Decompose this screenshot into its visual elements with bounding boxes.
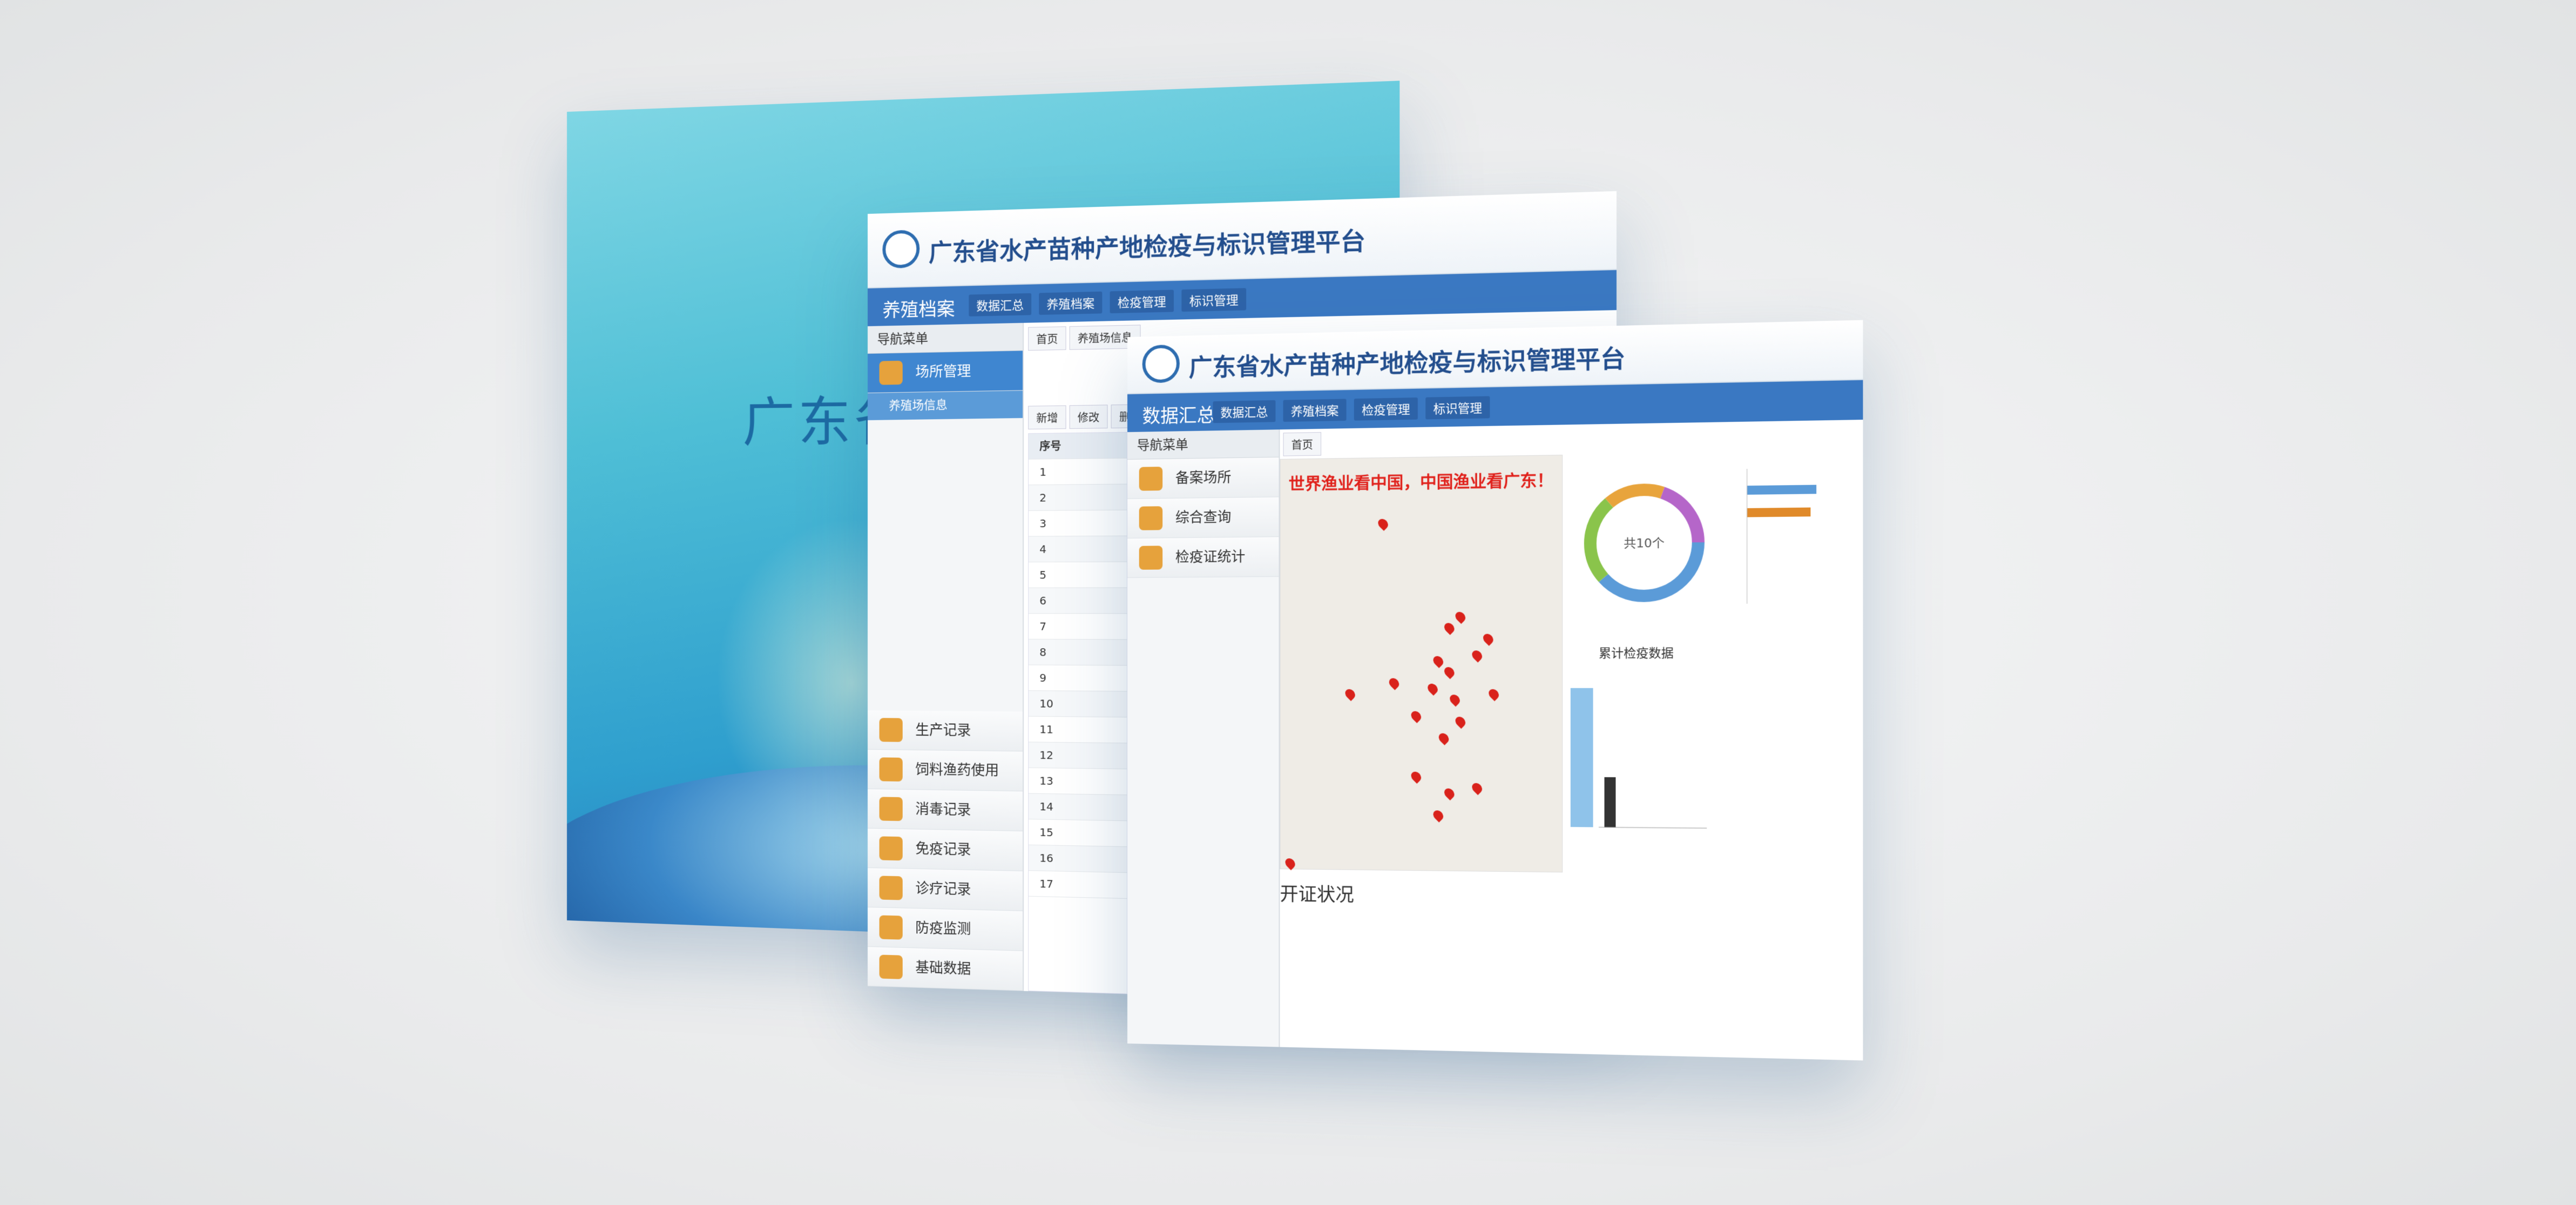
sidebar-heading: 导航菜单: [1127, 429, 1279, 460]
map-marker[interactable]: [1431, 808, 1445, 823]
nav-tab[interactable]: 标识管理: [1181, 288, 1247, 312]
menu-item[interactable]: 综合查询: [1127, 497, 1279, 538]
map-marker[interactable]: [1343, 687, 1357, 702]
menu-item[interactable]: 防疫监测: [868, 907, 1023, 951]
menu-item[interactable]: 免疫记录: [868, 829, 1023, 872]
map-marker[interactable]: [1283, 856, 1297, 871]
map-marker[interactable]: [1470, 648, 1484, 663]
platform-title: 广东省水产苗种产地检疫与标识管理平台: [1188, 345, 1626, 382]
bar: [1570, 688, 1593, 827]
table-row-number: 9: [1029, 665, 1127, 692]
submenu-item[interactable]: 养殖场信息: [868, 391, 1023, 420]
breadcrumb[interactable]: 首页: [1028, 326, 1066, 351]
nav-tab[interactable]: 标识管理: [1425, 396, 1490, 420]
axis: [1599, 827, 1707, 829]
sidebar-heading: 导航菜单: [868, 322, 1023, 354]
menu-list: 生产记录 饲料渔药使用 消毒记录 免疫记录 诊疗记录 防疫监测 基础数据: [868, 710, 1023, 991]
map-marker[interactable]: [1376, 517, 1390, 531]
map-marker[interactable]: [1442, 665, 1457, 679]
table-row-number: 4: [1029, 536, 1127, 563]
table-row-number: 8: [1029, 639, 1127, 666]
bar: [1747, 507, 1811, 517]
map-marker[interactable]: [1470, 781, 1484, 796]
table-row-number: 17: [1029, 871, 1127, 899]
nav-tab[interactable]: 数据汇总: [1213, 400, 1276, 423]
table-row-number: 3: [1029, 510, 1127, 537]
nav-tab[interactable]: 养殖档案: [1283, 399, 1347, 422]
table: 序号 1 2 3 4 5 6 7 8 9 10 11 12 13 14 15 16 17: [1028, 432, 1128, 994]
menu-item[interactable]: 备案场所: [1127, 457, 1279, 499]
list-title: 开证状况: [1280, 883, 1354, 906]
toolbar-button[interactable]: 修改: [1069, 405, 1108, 429]
table-row-number: 6: [1029, 588, 1127, 614]
bar: [1747, 484, 1817, 495]
breadcrumb[interactable]: 首页: [1283, 432, 1322, 456]
logo: [882, 230, 920, 269]
donut-chart: 共10个: [1565, 453, 1712, 638]
section-title: 养殖档案: [882, 298, 955, 322]
map-marker[interactable]: [1442, 621, 1457, 635]
menu-item[interactable]: 基础数据: [868, 947, 1023, 991]
dashboard-window: 广东省水产苗种产地检疫与标识管理平台 数据汇总 数据汇总 养殖档案 检疫管理 标识管理…: [1127, 320, 1863, 1061]
map-marker[interactable]: [1436, 731, 1451, 745]
menu-item[interactable]: 场所管理: [868, 351, 1023, 393]
table-header: 序号: [1029, 432, 1127, 460]
toolbar-button[interactable]: 新增: [1028, 405, 1066, 430]
sidebar: 导航菜单 场所管理 养殖场信息 生产记录 饲料渔药使用 消毒记录 免疫记录 诊疗记录 防疫…: [868, 322, 1024, 991]
map-marker[interactable]: [1453, 715, 1468, 729]
bar-chart: [1570, 688, 1712, 833]
table-row-number: 16: [1029, 845, 1127, 873]
donut-label: 共10个: [1624, 536, 1665, 551]
nav-tab[interactable]: 数据汇总: [969, 293, 1032, 317]
hbar-chart: [1718, 433, 1817, 621]
menu-list: 备案场所 综合查询 检疫证统计: [1127, 457, 1279, 578]
tabs: 数据汇总 养殖档案 检疫管理 标识管理: [1213, 396, 1497, 423]
nav-tab[interactable]: 检疫管理: [1110, 290, 1174, 314]
nav-tab[interactable]: 检疫管理: [1354, 397, 1418, 421]
menu-item[interactable]: 诊疗记录: [868, 868, 1023, 911]
table-row-number: 12: [1029, 742, 1127, 770]
map-marker[interactable]: [1486, 687, 1501, 702]
table-row-number: 2: [1029, 484, 1127, 511]
map: 世界渔业看中国，中国渔业看广东！: [1280, 454, 1563, 873]
map-marker[interactable]: [1409, 709, 1423, 723]
bar-title: 累计检疫数据: [1599, 647, 1674, 661]
map-marker[interactable]: [1453, 610, 1468, 624]
platform-title: 广东省水产苗种产地检疫与标识管理平台: [929, 227, 1365, 268]
map-marker[interactable]: [1442, 786, 1457, 800]
menu-item[interactable]: 消毒记录: [868, 789, 1023, 832]
map-marker[interactable]: [1425, 681, 1440, 696]
map-marker[interactable]: [1387, 676, 1401, 690]
table-row-number: 11: [1029, 716, 1127, 744]
nav-tab[interactable]: 养殖档案: [1039, 291, 1103, 315]
table-row-number: 14: [1029, 793, 1127, 822]
map-marker[interactable]: [1431, 654, 1445, 668]
table-row-number: 1: [1029, 458, 1127, 486]
table-row-number: 7: [1029, 614, 1127, 640]
table-body: 1 2 3 4 5 6 7 8 9 10 11 12 13 14 15 16 17: [1029, 458, 1127, 899]
menu-item[interactable]: 检疫证统计: [1127, 537, 1279, 578]
menu-item[interactable]: 饲料渔药使用: [868, 750, 1023, 792]
section-title: 数据汇总: [1142, 404, 1215, 428]
bar: [1604, 777, 1616, 827]
table-row-number: 13: [1029, 768, 1127, 796]
breadcrumbs: 首页: [1283, 432, 1325, 456]
slogan: 世界渔业看中国，中国渔业看广东！: [1288, 471, 1554, 494]
menu-item[interactable]: 生产记录: [868, 710, 1023, 752]
map-marker[interactable]: [1448, 692, 1462, 707]
table-row-number: 5: [1029, 562, 1127, 588]
logo: [1142, 344, 1180, 383]
map-marker[interactable]: [1481, 631, 1496, 646]
table-row-number: 10: [1029, 691, 1127, 718]
tabs: 数据汇总 养殖档案 检疫管理 标识管理: [969, 288, 1254, 317]
table-row-number: 15: [1029, 819, 1127, 847]
map-marker[interactable]: [1409, 769, 1423, 784]
sidebar: 导航菜单 备案场所 综合查询 检疫证统计: [1127, 429, 1280, 1047]
